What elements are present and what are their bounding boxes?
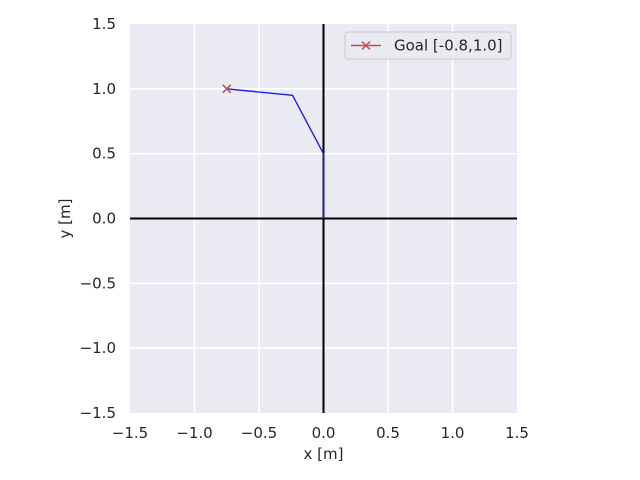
legend: Goal [-0.8,1.0] — [344, 31, 512, 60]
y-tick-label: −1.0 — [80, 339, 116, 357]
goal-marker — [222, 84, 232, 94]
x-tick-label: 1.5 — [505, 424, 529, 442]
goal-marker-stroke-b — [222, 84, 232, 94]
y-tick-label: 0.5 — [92, 145, 116, 163]
y-tick-label: −0.5 — [80, 274, 116, 292]
y-tick-label: 0.0 — [92, 210, 116, 228]
y-tick-label: 1.5 — [92, 15, 116, 33]
x-tick-label: 0.5 — [376, 424, 400, 442]
legend-box — [344, 31, 512, 60]
legend-marker-b — [361, 40, 371, 51]
x-tick-labels: −1.5 −1.0 −0.5 0.0 0.5 1.0 1.5 — [112, 424, 529, 442]
series-layer — [222, 84, 325, 219]
x-tick-label: −1.5 — [112, 424, 148, 442]
y-axis-label: y [m] — [56, 199, 74, 239]
y-tick-label: −1.5 — [80, 404, 116, 422]
arm-line-series — [226, 88, 325, 219]
x-tick-label: 0.0 — [312, 424, 336, 442]
x-axis-label: x [m] — [304, 445, 344, 463]
x-tick-label: 1.0 — [441, 424, 465, 442]
x-tick-label: −0.5 — [241, 424, 277, 442]
x-tick-label: −1.0 — [176, 424, 212, 442]
legend-label: Goal [-0.8,1.0] — [394, 37, 503, 55]
y-tick-labels: −1.5 −1.0 −0.5 0.0 0.5 1.0 1.5 — [80, 15, 116, 422]
y-tick-label: 1.0 — [92, 80, 116, 98]
